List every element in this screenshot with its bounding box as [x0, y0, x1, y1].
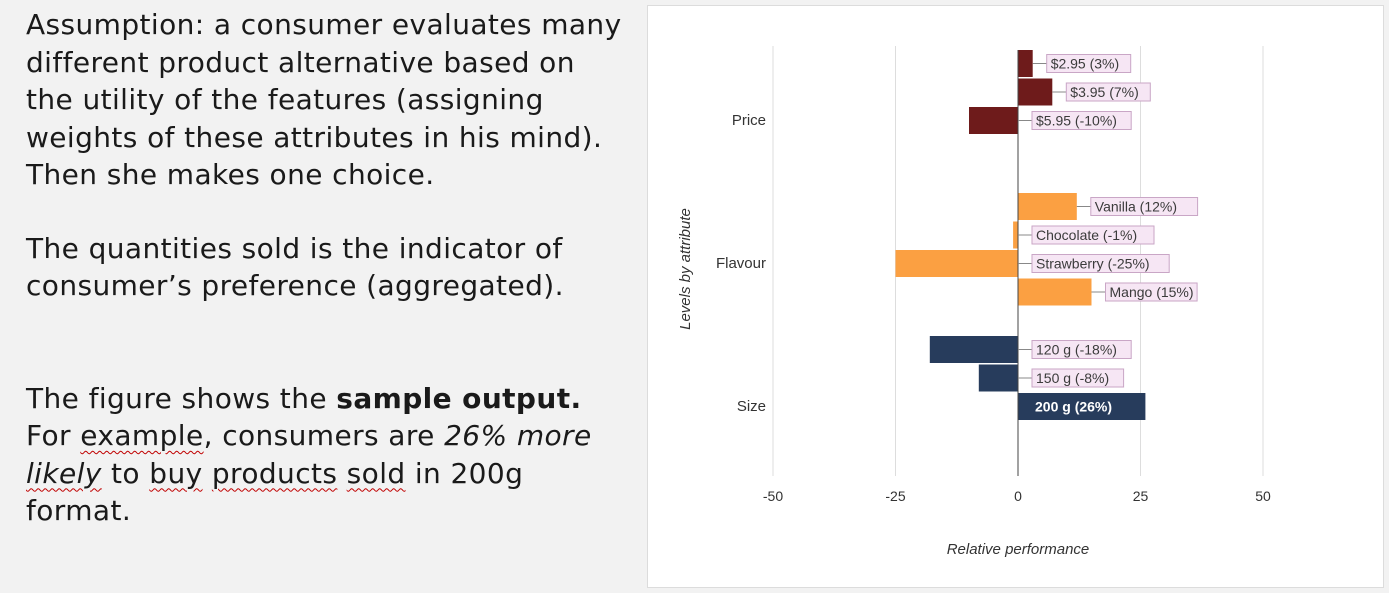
- data-label-box: [1065, 82, 1151, 102]
- bar: [929, 336, 1018, 363]
- group-label-size: Size: [737, 398, 766, 415]
- x-tick-label: 50: [1255, 488, 1271, 504]
- data-label-box: [1031, 111, 1132, 130]
- p3-buy: buy: [149, 456, 203, 490]
- sample-output-paragraph: The figure shows the sample output. For …: [26, 380, 626, 530]
- bar: [978, 364, 1018, 392]
- x-axis-title: Relative performance: [947, 541, 1090, 558]
- data-label-box: [1105, 282, 1198, 302]
- attribute-performance-chart: $2.95 (3%) $3.95 (7%) $5.95 (-10%) Vanilla …: [677, 46, 1271, 558]
- bar: [1018, 393, 1146, 420]
- p3-for: For: [26, 419, 81, 452]
- p3-products: products: [211, 456, 338, 490]
- data-label-box: [1031, 254, 1170, 273]
- x-tick-label: 25: [1133, 488, 1149, 504]
- p3-italic-a: 26% more: [444, 419, 592, 452]
- assumption-paragraph: Assumption: a consumer evaluates many di…: [26, 8, 622, 191]
- group-label-price: Price: [732, 112, 766, 129]
- group-label-flavour: Flavour: [716, 255, 766, 272]
- data-label: Mango (15%): [1110, 284, 1194, 300]
- data-label-box: [1031, 340, 1132, 359]
- x-tick-label: 0: [1014, 488, 1022, 504]
- explanation-text: Assumption: a consumer evaluates many di…: [26, 6, 626, 530]
- bar: [1013, 221, 1018, 249]
- data-label: $5.95 (-10%): [1036, 113, 1117, 129]
- bar: [1018, 193, 1077, 220]
- p3-likely: likely: [26, 456, 102, 490]
- p3-sold: sold: [346, 456, 406, 490]
- x-tick-label: -25: [885, 488, 905, 504]
- data-label-box: [1031, 225, 1155, 245]
- bar: [1018, 78, 1053, 106]
- preference-paragraph: The quantities sold is the indicator of …: [26, 231, 564, 303]
- data-label: Strawberry (-25%): [1036, 256, 1150, 272]
- p3-tail: in 200g format.: [26, 456, 524, 528]
- bar: [1018, 50, 1033, 77]
- data-label-box: [1090, 197, 1199, 216]
- bar: [969, 107, 1018, 134]
- data-label: $2.95 (3%): [1051, 56, 1119, 72]
- bar: [1018, 278, 1092, 306]
- p3-sp2: [337, 457, 346, 490]
- data-label: 150 g (-8%): [1036, 370, 1109, 386]
- p3-mid: , consumers are: [203, 419, 445, 452]
- data-label: 200 g (26%): [1035, 399, 1112, 415]
- chart-panel: $2.95 (3%) $3.95 (7%) $5.95 (-10%) Vanilla …: [647, 5, 1384, 588]
- data-label: 120 g (-18%): [1036, 342, 1117, 358]
- p3-bold: sample output.: [336, 381, 582, 415]
- x-tick-label: -50: [763, 488, 783, 504]
- data-label: Chocolate (-1%): [1036, 227, 1137, 243]
- data-label: Vanilla (12%): [1095, 199, 1177, 215]
- p3-lead: The figure shows the: [26, 381, 337, 415]
- p3-sp1: [203, 457, 212, 490]
- p3-example: example: [80, 419, 204, 452]
- p3-to: to: [101, 456, 150, 490]
- data-label-box: [1046, 54, 1132, 73]
- data-label-box: [1031, 368, 1125, 388]
- bar: [895, 250, 1018, 277]
- data-label: $3.95 (7%): [1070, 84, 1138, 100]
- y-axis-title: Levels by attribute: [677, 208, 694, 330]
